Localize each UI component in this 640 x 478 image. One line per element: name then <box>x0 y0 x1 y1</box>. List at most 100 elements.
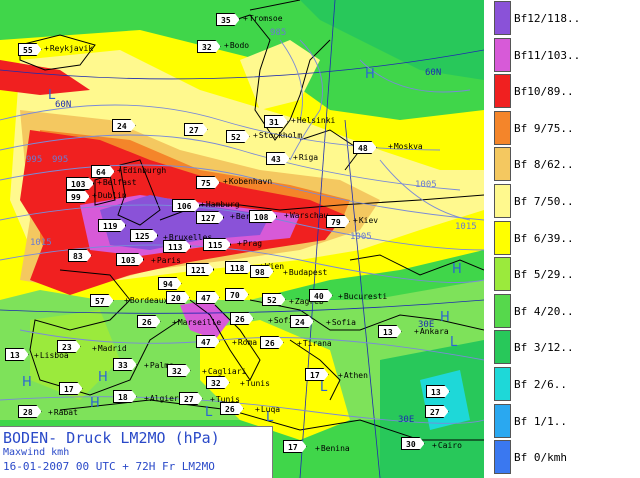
city-label: Ankara <box>414 327 449 336</box>
station-flag: 13 <box>426 385 450 398</box>
station-flag: 33 <box>113 358 137 371</box>
city-label: Bruxelles <box>163 233 212 242</box>
pressure-centre: H <box>98 370 108 385</box>
pressure-centre: H <box>440 310 450 325</box>
city-label: Edinburgh <box>117 166 166 175</box>
legend-swatch <box>494 37 511 72</box>
station-flag: 125 <box>130 229 159 242</box>
legend-row: Bf 3/12.. <box>492 330 640 366</box>
city-label: Tromsoe <box>243 14 283 23</box>
station-flag: 108 <box>249 210 278 223</box>
city-label: Wien <box>259 262 284 271</box>
station-flag: 119 <box>98 219 127 232</box>
city-label: Algier <box>144 394 179 403</box>
station-flag: 17 <box>305 368 329 381</box>
pressure-centre: H <box>365 67 375 82</box>
city-label: Bodo <box>224 41 249 50</box>
station-flag: 35 <box>216 13 240 26</box>
station-flag: 24 <box>290 315 314 328</box>
chart-title-box: BODEN- Druck LM2MO (hPa) Maxwind kmh 16-… <box>0 426 273 478</box>
station-flag: 23 <box>57 340 81 353</box>
station-flag: 26 <box>220 402 244 415</box>
city-label: Palma <box>144 361 174 370</box>
station-flag: 113 <box>163 240 192 253</box>
station-flag: 28 <box>18 405 42 418</box>
station-flag: 98 <box>250 265 274 278</box>
station-flag: 70 <box>225 288 249 301</box>
legend-label: Bf 4/20.. <box>514 304 574 318</box>
legend-label: Bf10/89.. <box>514 85 574 99</box>
pressure-centre: L <box>450 335 458 350</box>
city-label: Marseille <box>172 318 221 327</box>
legend-label: Bf 7/50.. <box>514 195 574 208</box>
legend-swatch <box>494 367 511 401</box>
city-label: Belfast <box>97 178 137 187</box>
station-flag: 43 <box>266 152 290 165</box>
station-flag: 94 <box>158 277 182 290</box>
station-flag: 20 <box>166 291 190 304</box>
city-label: Reykjavik <box>44 44 93 53</box>
chart-subtitle: Maxwind kmh <box>3 447 70 458</box>
city-label: Riga <box>293 153 318 162</box>
city-label: Stockholm <box>253 131 302 140</box>
city-label: Helsinki <box>291 116 336 125</box>
legend-swatch <box>494 147 511 182</box>
isobar-label: 985 <box>270 28 287 38</box>
legend-row: Bf10/89.. <box>492 74 640 110</box>
city-label: Tirana <box>297 339 332 348</box>
station-flag: 17 <box>59 382 83 395</box>
legend-swatch <box>494 220 511 255</box>
legend-row: Bf12/118.. <box>492 1 640 37</box>
station-flag: 47 <box>196 335 220 348</box>
station-flag: 13 <box>378 325 402 338</box>
city-label: Moskva <box>388 142 423 151</box>
station-flag: 127 <box>196 211 225 224</box>
station-flag: 121 <box>186 263 215 276</box>
station-flag: 26 <box>230 312 254 325</box>
city-label: Bucuresti <box>338 292 387 301</box>
legend-row: Bf 9/75.. <box>492 110 640 147</box>
station-flag: 52 <box>226 130 250 143</box>
isobar-label: 995 <box>52 155 69 165</box>
legend-row: Bf 2/6.. <box>492 367 640 403</box>
station-flag: 26 <box>137 315 161 328</box>
station-flag: 24 <box>112 119 136 132</box>
station-flag: 26 <box>260 336 284 349</box>
legend-swatch <box>494 184 511 218</box>
city-label: Prag <box>237 239 262 248</box>
station-flag: 13 <box>5 348 29 361</box>
station-flag: 27 <box>184 123 208 136</box>
city-label: Luqa <box>255 405 280 414</box>
longitude-label: 30E <box>398 415 415 425</box>
station-flag: 40 <box>309 289 333 302</box>
city-label: Tunis <box>210 395 240 404</box>
legend-label: Bf 6/39.. <box>514 231 574 245</box>
legend-swatch <box>494 110 511 145</box>
city-label: Dublin <box>92 191 127 200</box>
legend-label: Bf11/103.. <box>514 48 581 62</box>
legend-row: Bf11/103.. <box>492 37 640 74</box>
latitude-label: 60N <box>55 100 72 110</box>
legend-label: Bf 5/29.. <box>514 268 574 282</box>
legend-swatch <box>494 293 511 328</box>
station-flag: 27 <box>179 392 203 405</box>
legend-row: Bf 6/39.. <box>492 220 640 257</box>
pressure-centre: H <box>452 262 462 277</box>
legend-swatch <box>494 330 511 365</box>
station-flag: 57 <box>90 294 114 307</box>
legend-row: Bf 7/50.. <box>492 184 640 220</box>
station-flag: 18 <box>113 390 137 403</box>
station-flag: 32 <box>206 376 230 389</box>
city-label: Sofia <box>268 316 298 325</box>
isobar-label: 1005 <box>350 232 372 242</box>
city-label: Tunis <box>240 379 270 388</box>
station-flag: 83 <box>68 249 92 262</box>
city-label: Warschau <box>284 211 329 220</box>
station-flag: 48 <box>353 141 377 154</box>
city-label: Sofia <box>326 318 356 327</box>
station-flag: 75 <box>196 176 220 189</box>
station-flag: 52 <box>262 293 286 306</box>
city-label: Paris <box>151 256 181 265</box>
city-label: Athen <box>338 371 368 380</box>
station-flag: 115 <box>203 238 232 251</box>
